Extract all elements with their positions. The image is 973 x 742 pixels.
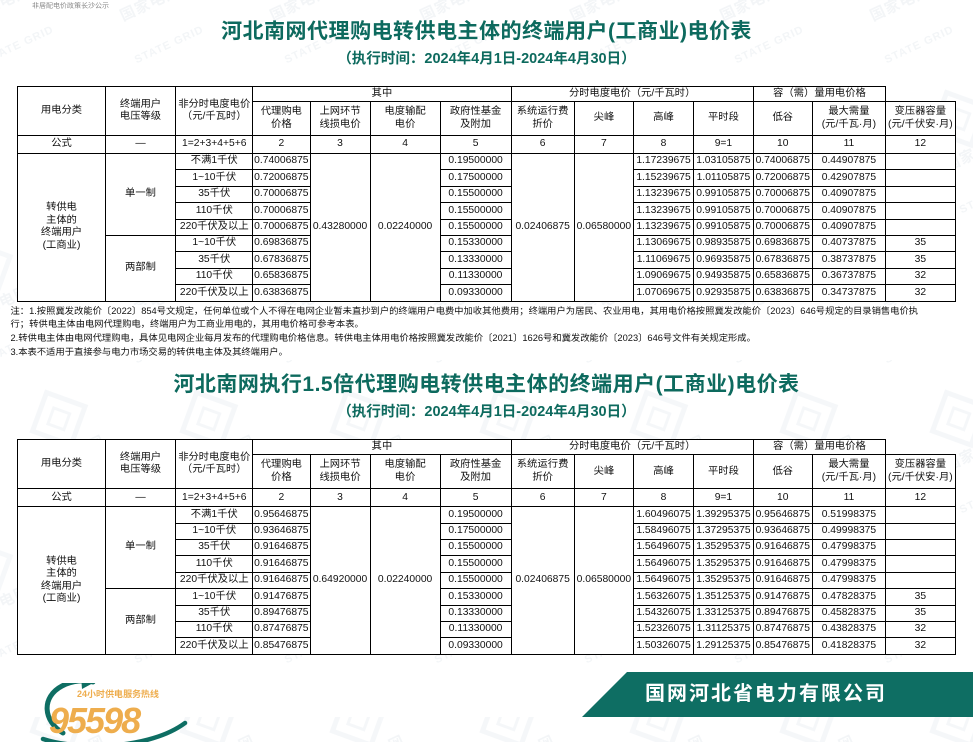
- svg-text:95598: 95598: [49, 700, 141, 741]
- svg-text:24小时供电服务热线: 24小时供电服务热线: [77, 688, 159, 699]
